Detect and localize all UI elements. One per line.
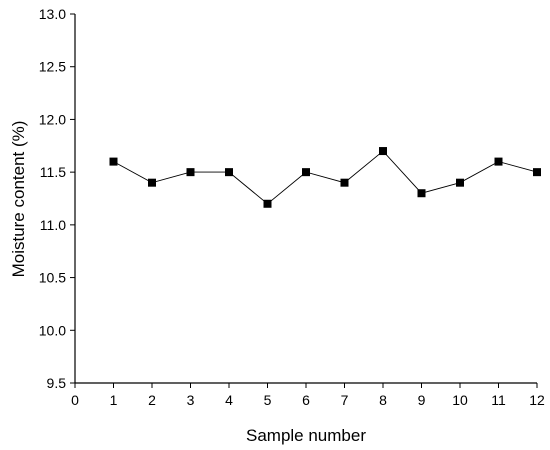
y-axis-title: Moisture content (%) (9, 121, 28, 278)
x-tick-label: 4 (225, 392, 233, 408)
x-tick-label: 7 (341, 392, 349, 408)
x-tick-label: 11 (491, 392, 506, 408)
x-tick-label: 2 (148, 392, 156, 408)
data-point-marker (225, 168, 233, 177)
y-tick-label: 13.0 (39, 6, 66, 22)
data-point-marker (263, 199, 272, 208)
data-point-marker (302, 168, 310, 177)
data-point-marker (379, 147, 387, 156)
data-point-marker (494, 157, 503, 166)
data-point-marker (186, 168, 195, 177)
y-tick-label: 10.0 (39, 322, 66, 338)
x-tick-label: 6 (302, 392, 310, 408)
x-tick-label: 8 (379, 392, 387, 408)
x-tick-label: 1 (110, 392, 118, 408)
data-series (109, 147, 541, 208)
x-tick-label: 12 (529, 392, 545, 408)
y-tick-label: 12.0 (39, 111, 66, 127)
data-point-marker (148, 178, 156, 187)
x-axis-title: Sample number (246, 426, 366, 445)
series-line (113, 150, 538, 205)
x-tick-label: 10 (452, 392, 468, 408)
x-tick-label: 5 (264, 392, 272, 408)
data-point-marker (456, 178, 464, 187)
x-axis-ticks: 0 1 2 3 4 5 6 7 8 9 10 11 12 (71, 383, 545, 408)
y-axis-ticks: 9.5 10.0 10.5 11.0 11.5 12.0 12.5 13.0 (39, 6, 75, 391)
x-tick-label: 0 (71, 392, 79, 408)
y-tick-label: 11.5 (40, 164, 66, 180)
data-point-marker (340, 178, 349, 187)
data-point-marker (533, 168, 541, 177)
data-point-marker (109, 157, 118, 166)
data-point-marker (417, 189, 426, 198)
y-tick-label: 9.5 (47, 375, 67, 391)
x-tick-label: 9 (418, 392, 426, 408)
x-tick-label: 3 (187, 392, 195, 408)
y-tick-label: 10.5 (39, 270, 66, 286)
axes (74, 14, 537, 384)
y-tick-label: 12.5 (39, 59, 66, 75)
y-tick-label: 11.0 (40, 217, 66, 233)
